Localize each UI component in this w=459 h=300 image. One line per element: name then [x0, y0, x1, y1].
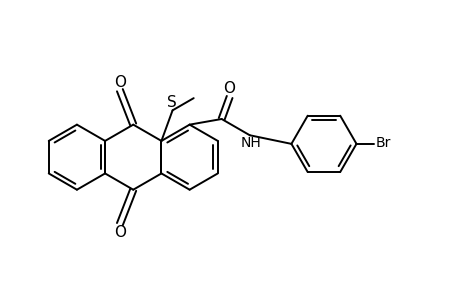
Text: Br: Br — [375, 136, 390, 150]
Text: NH: NH — [241, 136, 261, 150]
Text: O: O — [114, 225, 126, 240]
Text: O: O — [114, 75, 126, 90]
Text: S: S — [167, 95, 177, 110]
Text: O: O — [223, 81, 235, 96]
